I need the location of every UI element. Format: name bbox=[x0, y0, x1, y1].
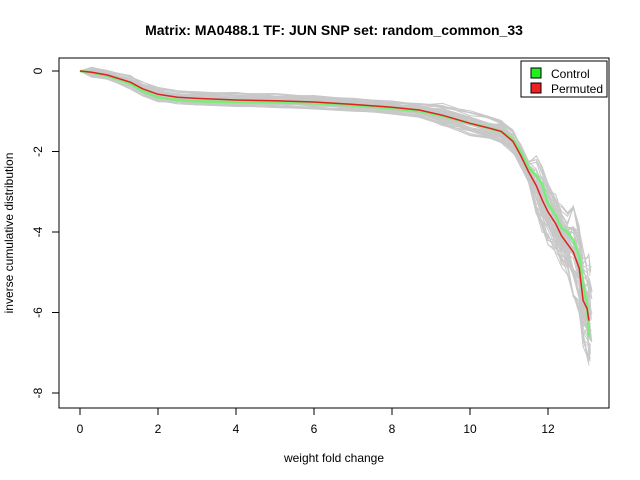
chart-title: Matrix: MA0488.1 TF: JUN SNP set: random… bbox=[145, 22, 523, 38]
x-tick-label: 10 bbox=[463, 422, 477, 436]
x-tick-label: 6 bbox=[311, 422, 318, 436]
x-tick-label: 8 bbox=[389, 422, 396, 436]
legend: Control Permuted bbox=[520, 60, 608, 98]
permutation-line bbox=[79, 70, 592, 331]
y-tick-label: 0 bbox=[31, 67, 45, 74]
y-tick-label: -2 bbox=[31, 146, 45, 157]
x-tick-label: 4 bbox=[233, 422, 240, 436]
x-axis-label: weight fold change bbox=[283, 451, 384, 465]
permutation-line bbox=[79, 67, 593, 291]
legend-swatch-control bbox=[530, 67, 542, 79]
y-tick-label: -4 bbox=[31, 226, 45, 237]
y-tick-label: -6 bbox=[31, 307, 45, 318]
permutation-line bbox=[79, 70, 590, 357]
y-axis-label: inverse cumulative distribution bbox=[2, 153, 16, 314]
y-axis: 0 -2 -4 -6 -8 bbox=[31, 67, 60, 398]
legend-label-permuted: Permuted bbox=[551, 82, 603, 96]
y-tick-label: -8 bbox=[31, 387, 45, 398]
permutation-line bbox=[79, 68, 592, 268]
permutation-line bbox=[79, 70, 591, 310]
legend-swatch-permuted bbox=[530, 82, 542, 94]
x-tick-label: 12 bbox=[541, 422, 555, 436]
x-tick-label: 0 bbox=[77, 422, 84, 436]
series-group bbox=[79, 69, 591, 337]
legend-label-control: Control bbox=[551, 67, 590, 81]
permutation-line bbox=[79, 70, 591, 355]
x-tick-label: 2 bbox=[155, 422, 162, 436]
series-line-permuted bbox=[79, 70, 590, 321]
x-axis: 0 2 4 6 8 10 12 bbox=[77, 407, 555, 436]
permutation-line bbox=[79, 66, 592, 271]
